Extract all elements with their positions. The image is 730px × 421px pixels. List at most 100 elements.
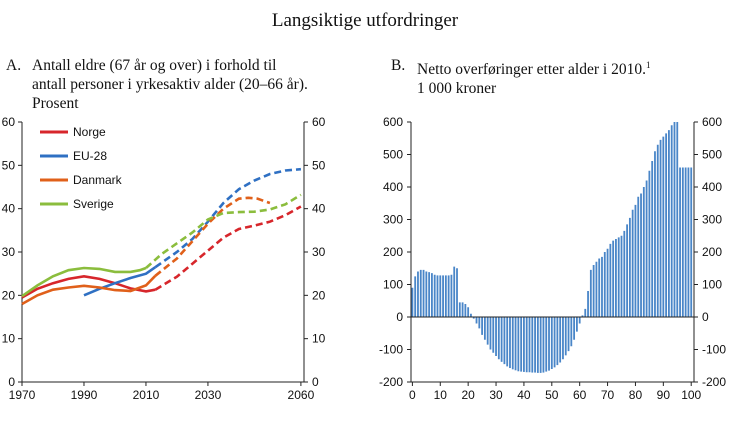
bar-age-80 [634, 204, 637, 318]
bar-age-91 [665, 133, 668, 318]
bar-age-100 [690, 167, 693, 317]
chart-b-x-tick-label: 60 [573, 388, 587, 402]
chart-b-x-tick-label: 90 [657, 388, 671, 402]
bar-age-25 [481, 317, 483, 335]
bar-age-63 [587, 291, 589, 317]
bar-age-70 [606, 248, 609, 317]
panel-b-title: B. Netto overføringer etter alder i 2010… [391, 56, 721, 98]
bar-age-69 [603, 252, 606, 317]
bar-age-59 [575, 317, 578, 332]
bar-age-83 [642, 187, 645, 317]
panel-b-letter: B. [391, 57, 406, 74]
bar-age-44 [534, 317, 536, 373]
chart-a-x-tick-label: 1990 [71, 388, 98, 402]
bar-age-50 [550, 317, 553, 369]
bar-age-4 [422, 269, 425, 318]
legend-label-norge: Norge [73, 125, 106, 139]
bar-age-0 [411, 287, 414, 317]
panel-a-title: A. Antall eldre (67 år og over) i forhol… [6, 56, 366, 113]
bar-age-74 [617, 237, 620, 318]
bar-age-79 [631, 209, 634, 317]
bar-age-11 [442, 275, 444, 317]
bar-age-19 [464, 304, 467, 317]
bar-age-86 [651, 161, 654, 317]
bar-age-76 [623, 230, 626, 318]
chart-a-x-tick-label: 1970 [9, 388, 36, 402]
bar-age-81 [637, 196, 640, 317]
bar-age-55 [564, 317, 567, 356]
series-norge-historical-line [21, 274, 156, 299]
panel-a-title-line-2: antall personer i yrkesaktiv alder (20–6… [32, 76, 308, 93]
bar-age-93 [670, 125, 673, 317]
chart-b-y-tick-label-right: 300 [702, 213, 722, 227]
bar-age-13 [447, 275, 450, 317]
bar-age-46 [539, 317, 542, 373]
bar-age-54 [562, 317, 564, 360]
bar-age-84 [645, 180, 648, 317]
panel-a-title-line-1: Antall eldre (67 år og over) i forhold t… [32, 57, 277, 74]
series-eu-28-projection-line [154, 167, 302, 269]
legend-label-eu-28: EU-28 [73, 149, 107, 163]
bar-age-62 [584, 308, 587, 318]
series-norge-projection-line [154, 205, 302, 291]
bar-age-40 [523, 317, 525, 372]
chart-b-x-tick-label: 40 [517, 388, 531, 402]
bar-age-23 [475, 317, 478, 324]
bar-age-12 [444, 275, 447, 317]
bar-age-3 [419, 269, 422, 318]
bar-age-21 [470, 313, 472, 317]
series-danmark-projection-line [154, 196, 271, 277]
chart-a-y-tick-label-right: 20 [312, 288, 326, 302]
bar-age-71 [609, 243, 612, 318]
bar-age-8 [433, 274, 436, 317]
chart-b-x-tick-label: 30 [489, 388, 503, 402]
bar-age-41 [525, 317, 528, 373]
bar-age-60 [578, 317, 581, 324]
chart-b-x-tick-label: 50 [545, 388, 559, 402]
bar-age-9 [436, 275, 439, 317]
bar-age-26 [483, 317, 486, 340]
series-sverige-projection-line [145, 193, 302, 269]
chart-b-x-tick-label: 100 [681, 388, 701, 402]
bar-age-94 [673, 122, 676, 317]
bar-age-64 [589, 269, 592, 318]
chart-a-y-tick-label-left: 20 [2, 288, 16, 302]
bar-age-92 [668, 130, 670, 318]
chart-b-y-tick-label-right: -100 [702, 343, 726, 357]
bar-age-72 [612, 240, 615, 318]
chart-b-x-tick-label: 0 [409, 388, 416, 402]
series-danmark-historical-line [21, 274, 157, 306]
chart-b-y-tick-label-left: -200 [379, 375, 403, 389]
panel-a-title-line-3: Prosent [32, 95, 79, 112]
bar-age-49 [548, 317, 550, 371]
bar-age-15 [453, 266, 456, 318]
bar-age-20 [467, 307, 470, 317]
chart-a-x-tick-label: 2010 [133, 388, 160, 402]
bar-age-38 [517, 317, 520, 372]
bar-age-10 [439, 275, 442, 317]
bar-age-75 [620, 235, 623, 317]
bar-age-51 [553, 317, 556, 368]
chart-b-y-tick-label-left: 100 [383, 278, 403, 292]
bar-age-85 [648, 170, 651, 317]
bar-age-95 [676, 122, 679, 317]
chart-b-y-tick-label-right: 500 [702, 148, 722, 162]
chart-b-y-tick-label-right: 200 [702, 245, 722, 259]
bar-age-6 [428, 272, 431, 317]
chart-a-y-tick-label-left: 60 [2, 115, 16, 129]
bar-age-39 [520, 317, 523, 372]
figure-title: Langsiktige utfordringer [271, 10, 459, 31]
bar-age-96 [679, 167, 681, 317]
chart-b-y-tick-label-right: -200 [702, 375, 726, 389]
bar-age-56 [567, 317, 570, 352]
chart-b-y-tick-label-right: 400 [702, 180, 722, 194]
bar-age-22 [472, 317, 475, 319]
chart-b-y-tick-label-left: 400 [383, 180, 403, 194]
bar-age-7 [431, 273, 433, 318]
panel-b-title-line-1: Netto overføringer etter alder i 2010. [417, 61, 646, 79]
bar-age-34 [506, 317, 509, 367]
chart-a-y-tick-label-right: 40 [312, 202, 326, 216]
bar-age-52 [556, 317, 559, 366]
bar-age-47 [542, 317, 545, 373]
